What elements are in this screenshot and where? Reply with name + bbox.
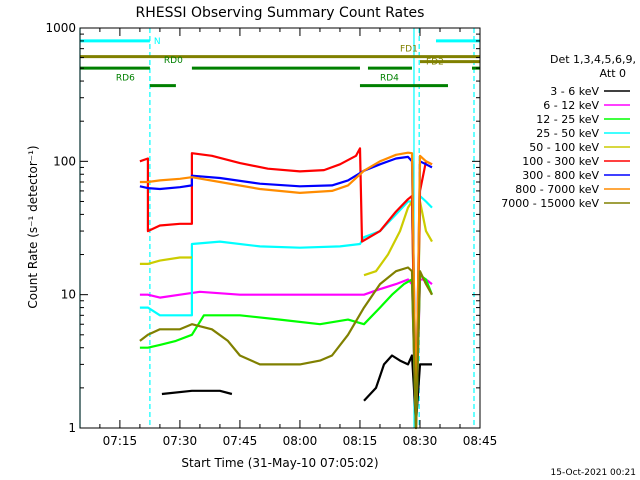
legend-label-6: 300 - 800 keV xyxy=(522,169,599,182)
series-line-5 xyxy=(139,147,433,430)
y-tick-label-1: 10 xyxy=(61,288,76,302)
legend-label-7: 800 - 7000 keV xyxy=(515,183,599,196)
x-tick-label-1: 07:30 xyxy=(163,434,198,448)
legend-title-line1: Det 1,3,4,5,6,9, xyxy=(550,53,636,66)
flag-label-rd0: RD0 xyxy=(164,56,183,66)
legend-label-2: 12 - 25 keV xyxy=(536,113,599,126)
axes: 1 10 100 1000 07:15 07:30 07:45 08:00 08:15 08:30… xyxy=(45,21,497,448)
plot-area: N FD1 FD2 RD0 RD6 RD4 xyxy=(79,28,480,430)
series-line-3 xyxy=(139,194,433,430)
chart-title: RHESSI Observing Summary Count Rates xyxy=(136,5,425,21)
series-line-0 xyxy=(161,354,432,424)
series-line-8 xyxy=(139,266,433,430)
flag-label-fd1: FD1 xyxy=(400,45,418,55)
x-tick-label-4: 08:15 xyxy=(343,434,378,448)
series-line-6 xyxy=(139,155,433,424)
flag-label-n: N xyxy=(154,37,161,47)
series-line-1 xyxy=(139,278,433,430)
legend-title-line2: Att 0 xyxy=(600,67,626,80)
flag-label-fd2: FD2 xyxy=(426,58,444,68)
flag-label-rd6: RD6 xyxy=(116,74,135,84)
x-tick-label-2: 07:45 xyxy=(223,434,258,448)
series-line-2 xyxy=(139,274,434,430)
x-tick-label-6: 08:45 xyxy=(463,434,498,448)
y-tick-label-2: 100 xyxy=(53,154,76,168)
legend-label-5: 100 - 300 keV xyxy=(522,155,599,168)
x-tick-label-3: 08:00 xyxy=(283,434,318,448)
x-tick-label-5: 08:30 xyxy=(403,434,438,448)
legend-label-0: 3 - 6 keV xyxy=(550,85,599,98)
flag-label-rd4: RD4 xyxy=(380,74,399,84)
x-axis-label: Start Time (31-May-10 07:05:02) xyxy=(181,456,378,470)
y-axis-label: Count Rate (s⁻¹ detector⁻¹) xyxy=(26,145,40,308)
y-tick-label-3: 1000 xyxy=(45,21,76,35)
series-line-4 xyxy=(139,200,433,430)
legend-label-3: 25 - 50 keV xyxy=(536,127,599,140)
legend-label-1: 6 - 12 keV xyxy=(543,99,599,112)
legend-label-4: 50 - 100 keV xyxy=(529,141,599,154)
x-tick-label-0: 07:15 xyxy=(103,434,138,448)
footer-date: 15-Oct-2021 00:21 xyxy=(551,468,636,478)
legend-label-8: 7000 - 15000 keV xyxy=(501,197,599,210)
y-tick-label-0: 1 xyxy=(68,421,76,435)
